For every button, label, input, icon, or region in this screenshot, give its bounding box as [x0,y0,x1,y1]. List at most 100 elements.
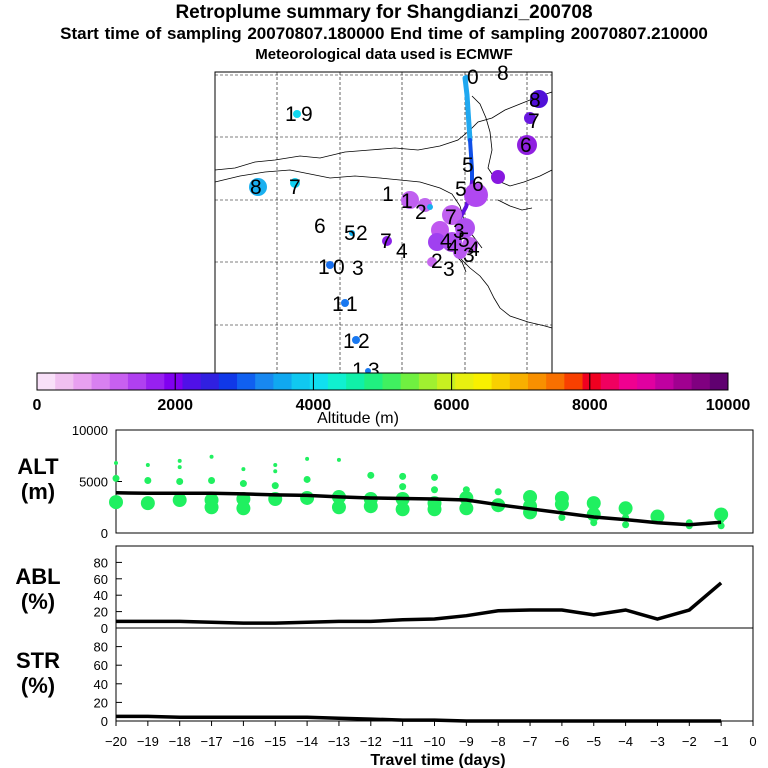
colorbar-tick-labels: 0 2000 4000 6000 8000 10000 [33,373,751,414]
colorbar-cell [109,373,129,390]
map-frame [214,71,553,374]
abl-ytick-label: 40 [94,588,108,603]
altitude-spread-points [109,454,729,530]
altitude-spread-point [336,457,341,462]
altitude-spread-point [140,496,155,511]
altitude-spread-point [650,509,665,524]
str-ytick-label: 40 [94,677,108,692]
altitude-spread-point [177,458,182,463]
x-tick-label: −14 [296,734,318,749]
colorbar-tick-label: 2000 [157,397,193,414]
str-panel-frame [115,627,754,722]
map-time-label: 1 [332,293,344,316]
altitude-spread-point [172,493,187,508]
altitude-spread-point [236,501,251,516]
map-time-label: 0 [333,256,345,279]
colorbar-cell [164,373,183,390]
colorbar-tick-label: 10000 [706,397,751,414]
map-time-label: 6 [520,134,532,157]
altitude-spread-point [177,465,182,470]
colorbar-cell [200,373,220,390]
altitude-spread-point [305,456,310,461]
abl-ytick-label: 0 [101,621,108,636]
map-time-label: 6 [472,173,484,196]
colorbar-cell [527,373,547,390]
colorbar-cell [600,373,620,390]
abl-panel-frame [115,545,754,629]
map-time-label: 2 [415,201,427,224]
altitude-y-ticks: 10000 5000 0 [72,423,122,541]
map-time-label: 3 [368,359,380,382]
colorbar-tick-label: 0 [33,397,42,414]
map-time-label: 1 [343,330,355,353]
map-time-label: 4 [447,236,459,259]
map-time-label: 5 [458,229,470,252]
map-time-label: 8 [529,89,541,112]
map-time-label: 8 [250,176,262,199]
x-tick-label: 0 [749,734,756,749]
x-tick-label: −19 [137,734,159,749]
x-tick-label: −16 [232,734,254,749]
colorbar-tick-label: 8000 [572,397,608,414]
altitude-spread-point [331,500,346,515]
colorbar-cell [382,373,402,390]
x-tick-label: −5 [586,734,601,749]
map-time-label: 0 [467,66,479,89]
altitude-spread-point [144,476,152,484]
colorbar-cell [218,373,238,390]
colorbar-cell [127,373,147,390]
altitude-spread-point [239,480,247,488]
abl-ytick-label: 20 [94,605,108,620]
colorbar-cell [437,373,456,390]
map-time-label: 7 [380,230,392,253]
altitude-colorbar: 0 2000 4000 6000 8000 10000 Altitude (m) [33,372,751,427]
altitude-spread-point [427,502,442,517]
colorbar-cell [237,373,256,390]
altitude-ylabel-1: ALT [17,454,59,479]
colorbar-cell [327,373,347,390]
map-time-label: 9 [301,103,313,126]
colorbar-cell [673,373,693,390]
map-time-label: 2 [431,250,443,273]
colorbar-cell [91,373,111,390]
x-tick-label: −17 [201,734,223,749]
map-time-label: 1 [346,293,358,316]
colorbar-cell [491,373,511,390]
x-axis-label: Travel time (days) [370,752,505,768]
altitude-ylabel-2: (m) [21,479,55,504]
x-tick-label: −13 [328,734,350,749]
altitude-spread-point [241,467,246,472]
altitude-spread-point [209,454,214,459]
colorbar-cell [473,373,493,390]
abl-ylabel-2: (%) [21,589,55,614]
colorbar-cell [418,373,438,390]
x-tick-label: −12 [360,734,382,749]
altitude-spread-point [494,488,502,496]
colorbar-cell [509,373,529,390]
map-time-label: 1 [382,183,394,206]
colorbar-cell [37,373,56,390]
map-time-label: 4 [396,240,408,263]
x-tick-label: −9 [459,734,474,749]
x-tick-label: −2 [682,734,697,749]
colorbar-cell [655,373,674,390]
altitude-spread-point [399,483,407,491]
altitude-ytick-label: 10000 [72,423,108,438]
colorbar-cell [146,373,165,390]
abl-ytick-label: 80 [94,555,108,570]
altitude-spread-point [145,463,150,468]
map-time-label: 1 [352,359,364,382]
altitude-spread-point [303,475,311,483]
str-ylabel-1: STR [16,648,60,673]
x-tick-label: −10 [423,734,445,749]
altitude-ytick-label: 5000 [79,475,108,490]
map-time-label: 7 [289,176,301,199]
x-tick-label: −15 [264,734,286,749]
map-time-label: 3 [453,220,465,243]
altitude-spread-point [590,519,598,527]
altitude-spread-point [431,473,438,481]
sampling-times: Start time of sampling 20070807.180000 E… [60,24,708,43]
